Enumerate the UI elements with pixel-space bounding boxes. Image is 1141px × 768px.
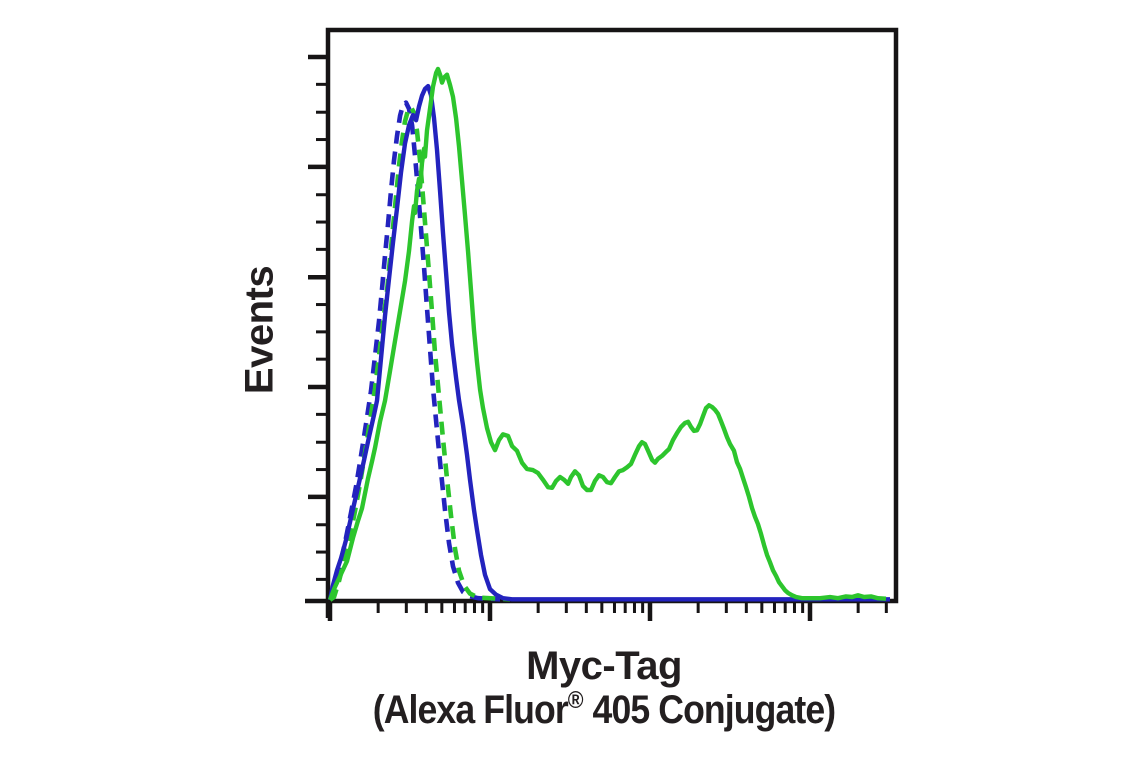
- registered-trademark-symbol: ®: [567, 687, 584, 714]
- x-axis-label-line1: Myc-Tag: [526, 644, 682, 688]
- x-axis-label-line2-suffix: 405 Conjugate): [583, 688, 837, 732]
- x-axis-label: Myc-Tag (Alexa Fluor® 405 Conjugate): [344, 644, 864, 741]
- y-axis-label: Events: [237, 265, 282, 395]
- x-axis-label-line2-prefix: (Alexa Fluor: [372, 688, 569, 732]
- x-axis-label-line2: (Alexa Fluor® 405 Conjugate): [372, 687, 837, 738]
- curve-blue-solid: [327, 83, 890, 602]
- curve-blue-dashed: [328, 100, 501, 602]
- curve-green-solid: [327, 66, 887, 601]
